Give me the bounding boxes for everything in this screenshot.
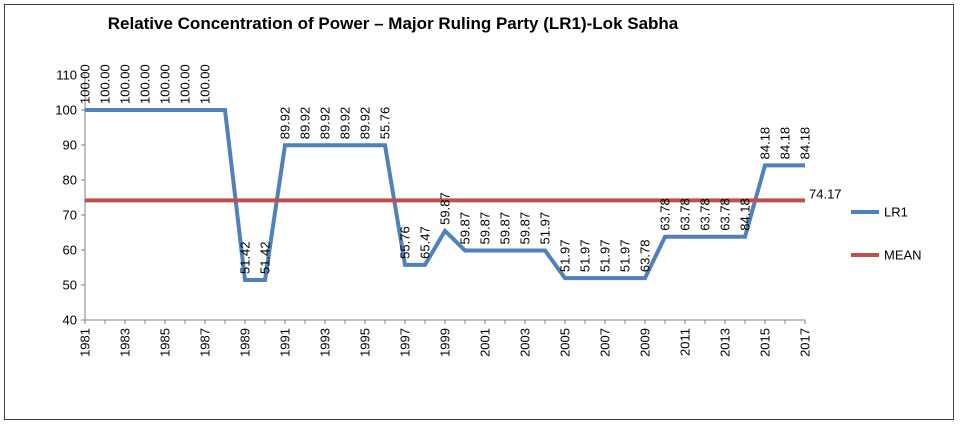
data-label: 63.78 — [698, 198, 713, 231]
data-label: 51.97 — [598, 240, 613, 273]
x-tick-label: 1999 — [438, 328, 453, 357]
mean-value-label: 74.17 — [809, 186, 842, 201]
chart-title: Relative Concentration of Power – Major … — [108, 14, 679, 33]
x-tick-label: 2005 — [558, 328, 573, 357]
data-labels: 100.00 100.00 100.00 100.00 100.00 100.00 100.… — [78, 64, 842, 274]
y-tick-label: 50 — [63, 278, 77, 293]
data-label: 100.00 — [98, 64, 113, 104]
x-tick-label: 1991 — [278, 328, 293, 357]
legend-label-lr1: LR1 — [884, 205, 908, 220]
data-label: 51.42 — [258, 241, 273, 274]
y-tick-label: 60 — [63, 243, 77, 258]
data-label: 100.00 — [158, 64, 173, 104]
y-tick-label: 40 — [63, 313, 77, 328]
chart-frame: Relative Concentration of Power – Major … — [4, 4, 954, 420]
data-label: 51.97 — [538, 212, 553, 245]
x-tick-label: 1987 — [198, 328, 213, 357]
x-tick-label: 2003 — [518, 328, 533, 357]
data-label: 59.87 — [438, 192, 453, 225]
y-tick-label: 100 — [55, 103, 77, 118]
data-label: 63.78 — [638, 240, 653, 273]
x-tick-label: 2009 — [638, 328, 653, 357]
data-label: 100.00 — [178, 64, 193, 104]
data-label: 59.87 — [518, 212, 533, 245]
data-label: 55.76 — [378, 107, 393, 140]
legend-label-mean: MEAN — [884, 248, 922, 263]
x-tick-label: 1995 — [358, 328, 373, 357]
data-label: 63.78 — [658, 198, 673, 231]
data-label: 63.78 — [718, 198, 733, 231]
x-tick-label: 1997 — [398, 328, 413, 357]
x-tick-label: 2015 — [758, 328, 773, 357]
axes: 40 50 60 70 80 90 100 110 1981 1983 1985 1987 1989 19… — [55, 68, 812, 357]
x-tick-label: 1981 — [78, 328, 93, 357]
x-tick-label: 1993 — [318, 328, 333, 357]
x-tick-label: 2013 — [718, 328, 733, 357]
y-tick-label: 90 — [63, 138, 77, 153]
legend: LR1 MEAN — [851, 205, 922, 263]
data-label: 51.97 — [558, 240, 573, 273]
y-tick-label: 110 — [56, 68, 77, 83]
x-tick-label: 1989 — [238, 328, 253, 357]
plot-area — [85, 108, 805, 283]
data-label: 89.92 — [278, 107, 293, 140]
data-label: 89.92 — [338, 107, 353, 140]
data-label: 100.00 — [78, 64, 93, 104]
line-chart: Relative Concentration of Power – Major … — [55, 14, 922, 357]
data-label: 59.87 — [458, 212, 473, 245]
data-label: 100.00 — [118, 64, 133, 104]
x-tick-label: 1985 — [158, 328, 173, 357]
data-label: 51.97 — [578, 240, 593, 273]
x-tick-label: 2001 — [478, 328, 493, 357]
series-line-lr1 — [85, 108, 805, 283]
data-label: 89.92 — [298, 107, 313, 140]
y-tick-label: 70 — [63, 208, 77, 223]
data-label: 51.97 — [618, 240, 633, 273]
x-tick-label: 2011 — [678, 328, 693, 356]
data-label: 55.76 — [398, 226, 413, 259]
data-label: 59.87 — [498, 212, 513, 245]
x-tick-label: 2017 — [798, 328, 813, 357]
x-tick-label: 1983 — [118, 328, 133, 357]
data-label: 51.42 — [238, 241, 253, 274]
data-label: 89.92 — [318, 107, 333, 140]
x-tick-label: 2007 — [598, 328, 613, 357]
data-label: 84.18 — [758, 127, 773, 160]
data-label: 84.18 — [798, 127, 813, 160]
data-label: 84.18 — [778, 127, 793, 160]
data-label: 89.92 — [358, 107, 373, 140]
data-label: 100.00 — [138, 64, 153, 104]
data-label: 100.00 — [198, 64, 213, 104]
y-tick-label: 80 — [63, 173, 77, 188]
data-label: 59.87 — [478, 212, 493, 245]
data-label: 84.18 — [738, 198, 753, 231]
data-label: 65.47 — [418, 226, 433, 259]
data-label: 63.78 — [678, 198, 693, 231]
